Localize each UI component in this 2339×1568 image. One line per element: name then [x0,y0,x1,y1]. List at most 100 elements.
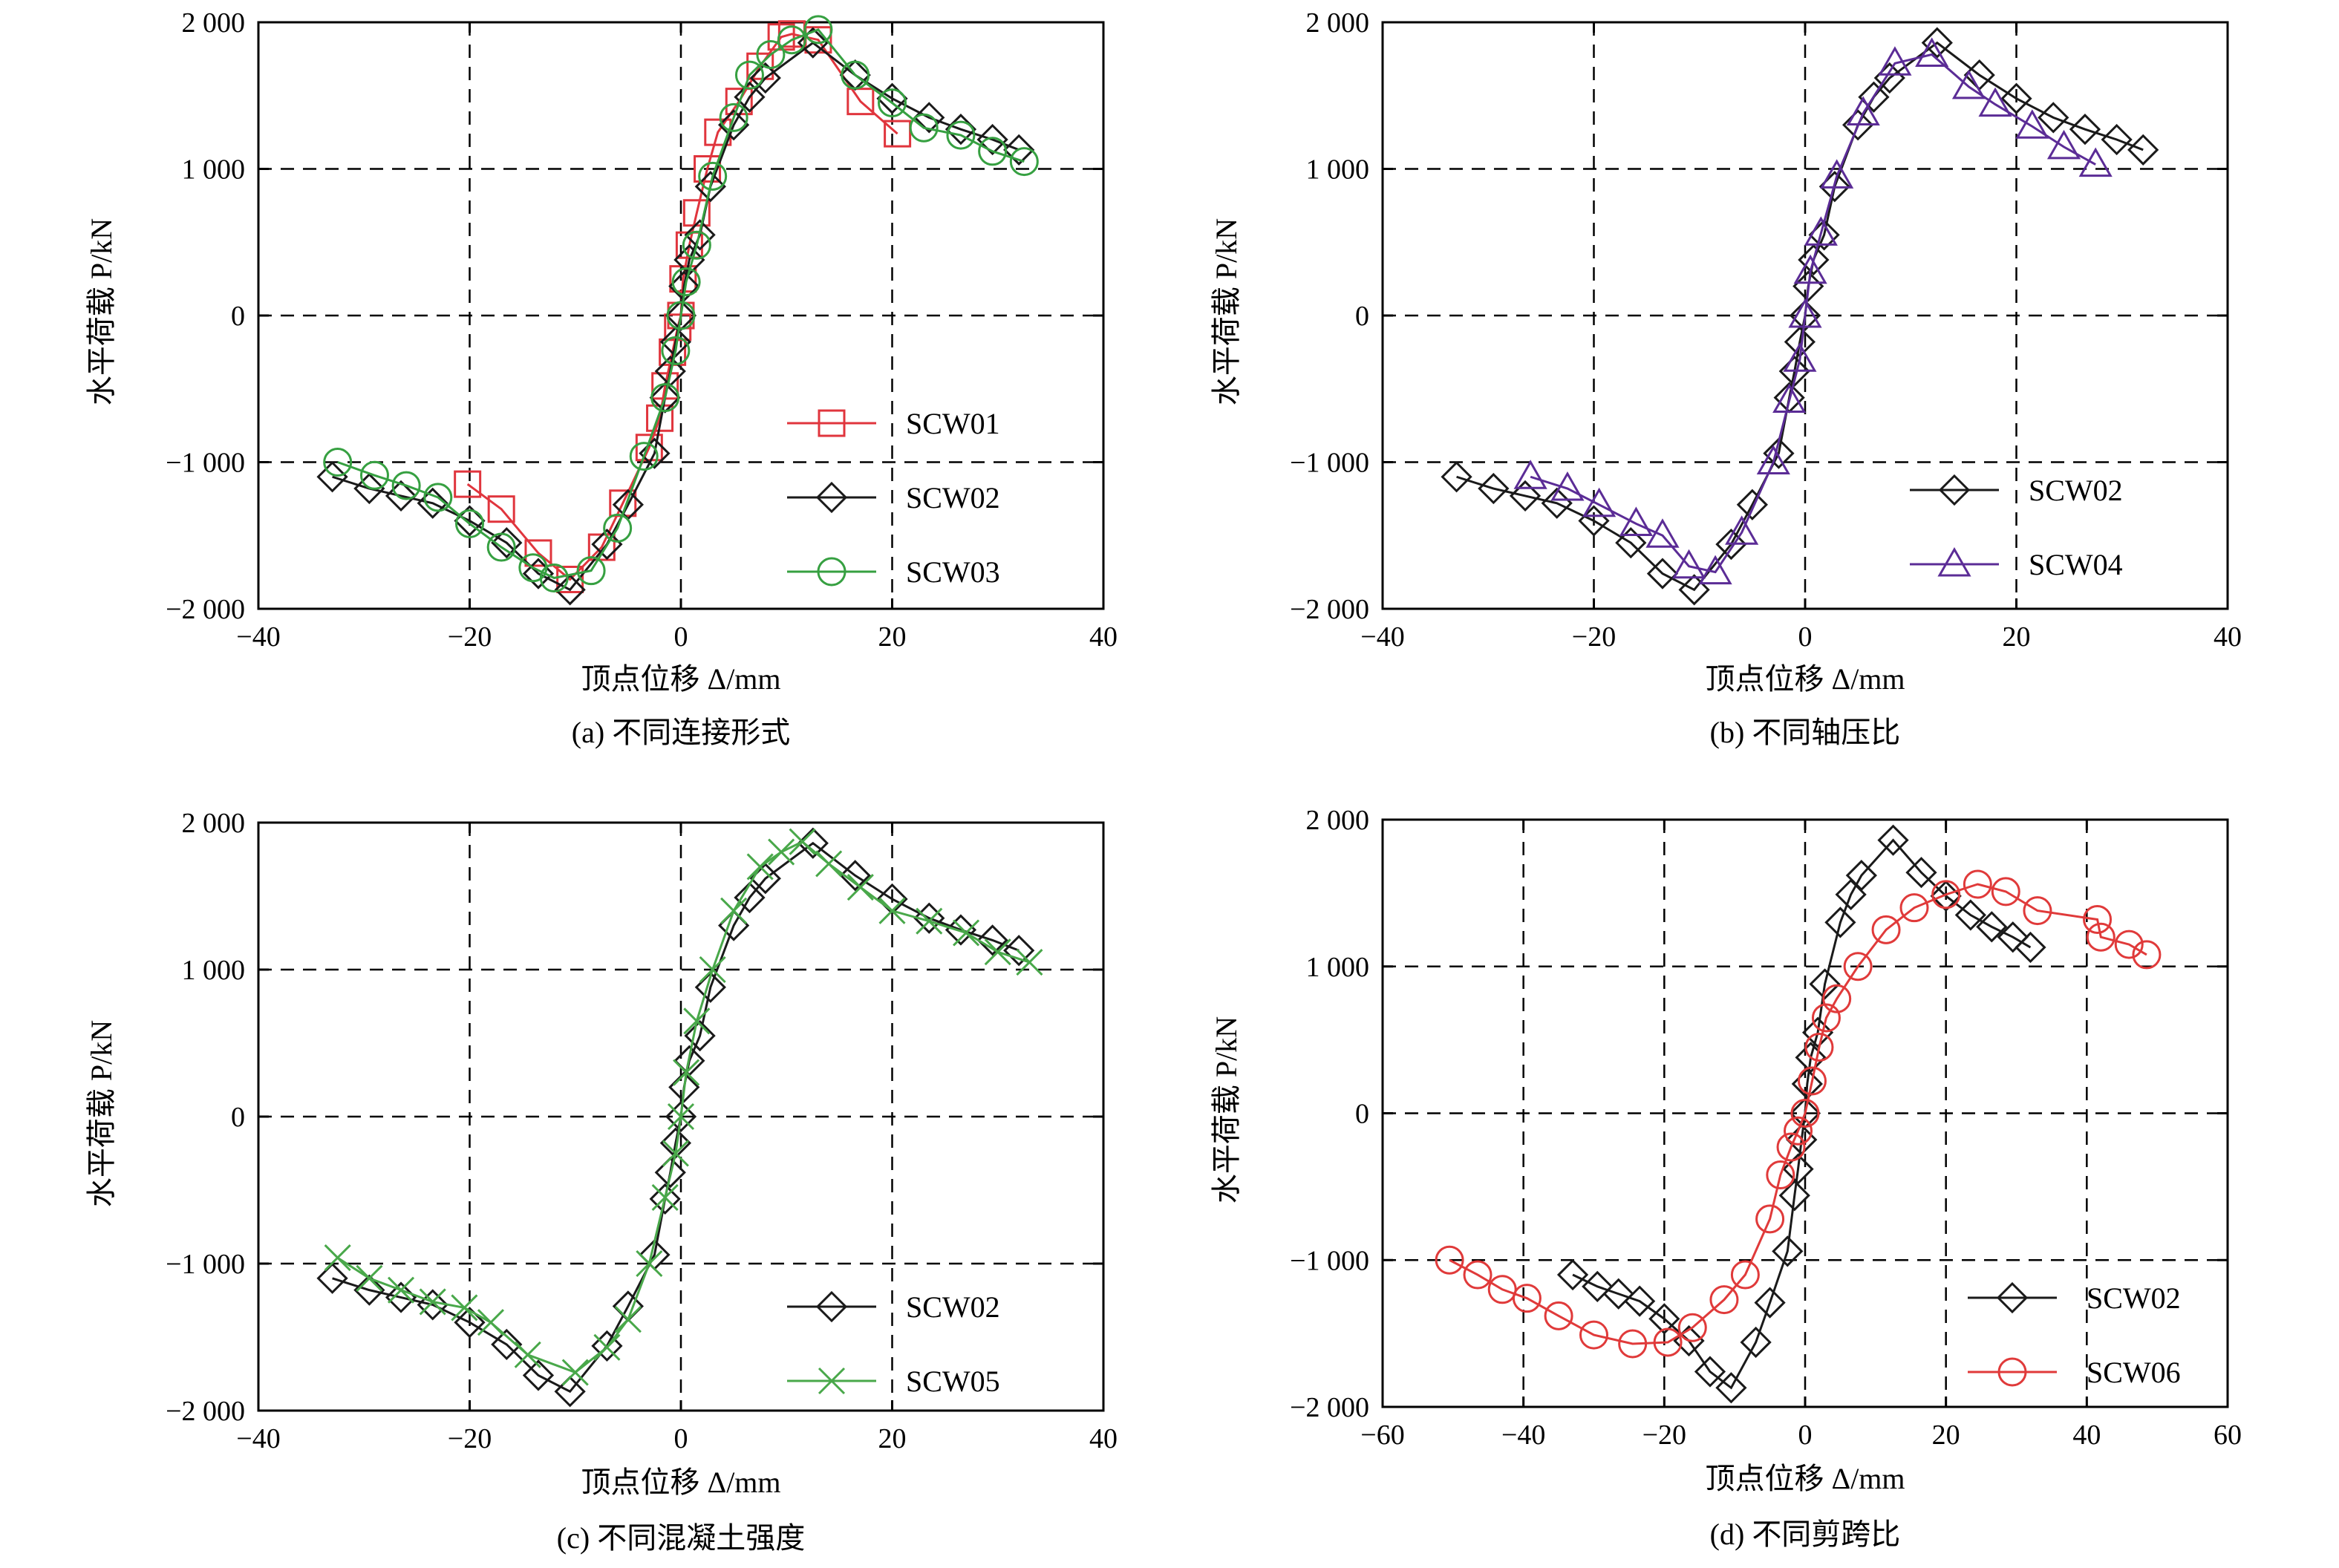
data-point-SCW05 [846,874,874,901]
data-point-SCW02 [1003,134,1035,166]
data-point-SCW04 [1951,69,1986,99]
data-point-SCW05 [916,907,943,935]
data-point-SCW02 [1778,355,1810,388]
legend-marker [1937,546,1971,577]
y-tick-label: 1 000 [182,154,246,186]
legend-entry-SCW06: SCW06 [1968,1356,2181,1389]
legend-entry-SCW03: SCW03 [787,555,1000,589]
y-tick-label: 0 [231,301,245,332]
data-point-SCW06 [1677,1313,1707,1342]
data-point-SCW02 [976,123,1008,156]
data-point-SCW04 [1756,445,1790,474]
data-point-SCW05 [662,1140,689,1167]
x-tick-label: 20 [878,621,907,653]
data-point-SCW05 [651,1183,679,1211]
x-tick-label: −60 [1360,1420,1404,1451]
series-SCW03 [323,15,1039,593]
data-point-SCW02 [1740,1326,1772,1359]
data-point-SCW03 [671,267,701,297]
data-point-SCW04 [2078,147,2113,177]
y-tick-label: −1 000 [166,448,245,479]
y-tick-label: 2 000 [182,808,246,839]
x-tick-label: −20 [448,1423,492,1454]
y-tick-label: 2 000 [1306,7,1370,39]
data-point-SCW04 [1725,515,1759,545]
data-point-SCW02 [659,326,692,358]
legend-label: SCW03 [906,555,1000,589]
y-tick-label: 1 000 [1306,952,1370,983]
data-point-SCW02 [654,1157,686,1189]
data-point-SCW03 [323,448,353,477]
data-point-SCW06 [2086,922,2115,952]
data-point-SCW02 [316,1262,348,1294]
data-point-SCW06 [1618,1329,1648,1359]
x-axis-title: 顶点位移 Δ/mm [581,1466,780,1499]
data-point-SCW05 [667,1102,695,1131]
data-point-SCW03 [734,60,764,90]
chart-panel-2: −40 −20 0 20 40 −2 000 −1 000 0 1 000 2 000 顶点位移 Δ… [1210,7,2242,749]
data-point-SCW02 [1954,899,1986,931]
x-tick-label: −20 [448,621,492,653]
x-tick-label: 20 [878,1423,907,1454]
data-point-SCW02 [353,1274,385,1306]
data-point-SCW02 [591,1330,623,1362]
series-line-SCW06 [1449,883,2147,1345]
data-point-SCW02 [554,1376,586,1408]
data-point-SCW03 [756,39,786,69]
data-point-SCW04 [1804,216,1838,246]
legend-label: SCW02 [906,1290,1000,1324]
data-point-SCW02 [1715,1372,1747,1404]
data-point-SCW03 [539,564,569,593]
data-point-SCW02 [522,1359,555,1391]
data-point-SCW03 [391,471,421,500]
data-point-SCW06 [1843,952,1873,981]
y-tick-label: −2 000 [166,594,245,625]
y-tick-label: 1 000 [1306,154,1370,186]
data-point-SCW04 [1978,87,2012,117]
y-tick-label: −2 000 [1290,594,1369,625]
data-point-SCW03 [661,336,691,365]
data-point-SCW02 [1798,244,1830,276]
data-point-SCW02 [1789,299,1821,332]
data-point-SCW02 [554,574,586,606]
data-point-SCW02 [684,219,716,251]
data-point-SCW02 [1845,860,1877,892]
data-point-SCW02 [1754,1287,1786,1319]
data-point-SCW04 [1846,96,1880,125]
data-point-SCW05 [614,1306,642,1333]
data-point-SCW02 [1763,437,1795,469]
legend-marker [818,409,846,437]
data-point-SCW04 [1582,487,1617,517]
data-point-SCW06 [1709,1285,1739,1315]
y-tick-label: 1 000 [182,955,246,986]
data-point-SCW06 [2132,940,2162,970]
series-SCW04 [1513,37,2113,585]
data-point-SCW03 [777,25,806,55]
data-point-SCW02 [417,487,448,519]
data-point-SCW05 [451,1294,478,1322]
data-point-SCW02 [1582,1270,1614,1302]
series-SCW05 [324,828,1043,1386]
data-point-SCW03 [666,301,696,330]
panel-caption: (d) 不同剪跨比 [1710,1518,1901,1551]
legend-label: SCW02 [2029,474,2123,507]
data-point-SCW06 [1512,1284,1542,1313]
legend-label: SCW02 [2087,1281,2181,1315]
data-point-SCW02 [1921,27,1953,59]
data-point-SCW03 [455,509,484,538]
data-point-SCW02 [1615,527,1647,559]
data-point-SCW06 [1435,1245,1464,1275]
data-point-SCW02 [1877,824,1909,856]
series-SCW06 [1435,869,2162,1359]
legend-label: SCW05 [906,1365,1000,1398]
legend-marker [1938,474,1971,506]
legend-entry-SCW05: SCW05 [787,1365,1000,1398]
data-point-SCW05 [683,1007,711,1035]
data-point-SCW06 [1871,915,1901,944]
data-point-SCW03 [629,442,659,471]
x-tick-label: −40 [1501,1420,1545,1451]
chart-panel-1: −40 −20 0 20 40 −2 000 −1 000 0 1 000 2 000 顶点位移 Δ… [85,7,1118,749]
data-point-SCW02 [1556,1258,1589,1291]
y-tick-label: −2 000 [1290,1392,1369,1423]
data-point-SCW02 [417,1289,448,1321]
